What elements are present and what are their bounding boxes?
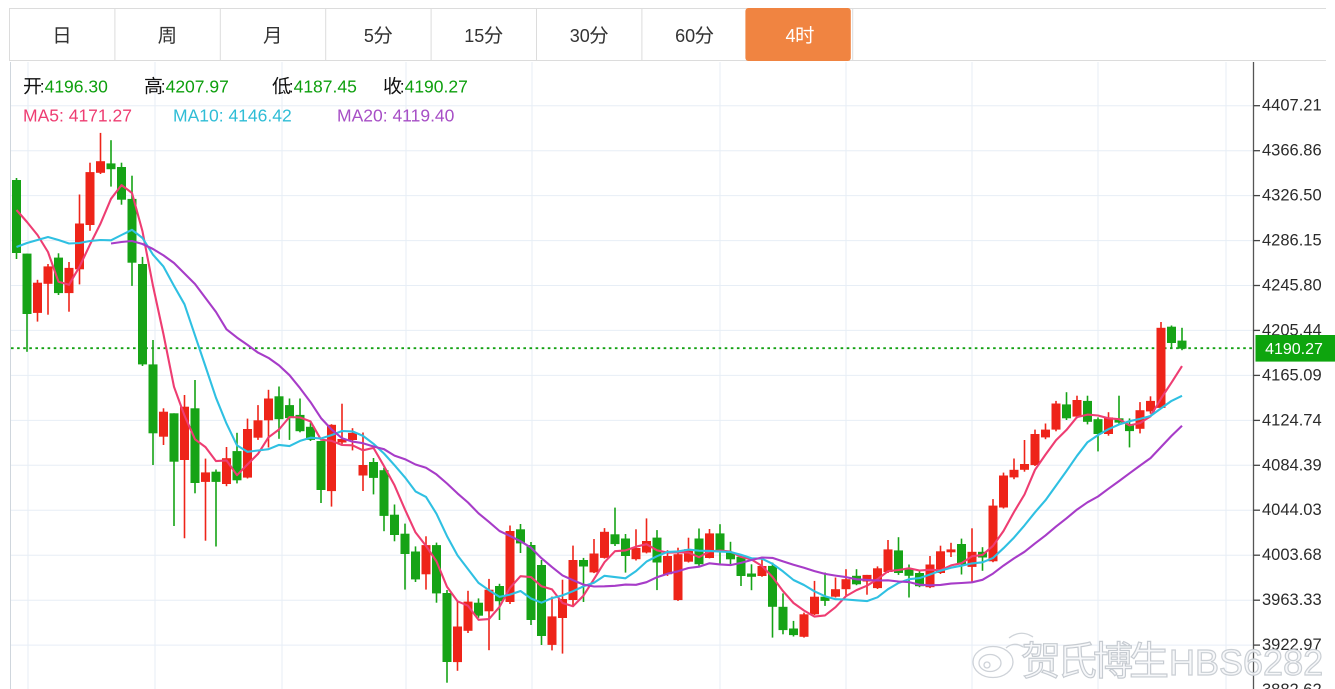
- svg-text:MA20: 4119.40: MA20: 4119.40: [337, 105, 455, 125]
- svg-text:MA10: 4146.42: MA10: 4146.42: [173, 105, 292, 125]
- svg-text:4326.50: 4326.50: [1262, 187, 1322, 205]
- svg-text:4196.30: 4196.30: [45, 76, 109, 96]
- svg-text:3882.62: 3882.62: [1262, 681, 1322, 689]
- svg-text:4190.27: 4190.27: [405, 76, 468, 96]
- svg-text:4084.39: 4084.39: [1262, 456, 1322, 474]
- svg-text:4190.27: 4190.27: [1265, 341, 1323, 358]
- svg-text:4165.09: 4165.09: [1262, 366, 1322, 384]
- svg-text:4187.45: 4187.45: [294, 76, 357, 96]
- svg-text:4245.80: 4245.80: [1262, 277, 1322, 295]
- svg-text:5: 5: [364, 26, 374, 46]
- svg-text:4407.21: 4407.21: [1262, 97, 1322, 115]
- svg-text:4207.97: 4207.97: [166, 76, 229, 96]
- svg-text:4124.74: 4124.74: [1262, 411, 1322, 429]
- svg-text:60: 60: [675, 26, 695, 46]
- svg-text:30: 30: [570, 26, 590, 46]
- svg-text:15: 15: [464, 26, 484, 46]
- svg-text:4366.86: 4366.86: [1262, 142, 1322, 160]
- svg-text:3922.97: 3922.97: [1262, 636, 1322, 654]
- svg-text::: :: [40, 76, 45, 96]
- svg-text:4: 4: [786, 26, 796, 46]
- svg-text:4286.15: 4286.15: [1262, 232, 1322, 250]
- svg-text:4044.03: 4044.03: [1262, 501, 1322, 519]
- svg-text::: :: [161, 76, 166, 96]
- svg-text:4003.68: 4003.68: [1262, 546, 1322, 564]
- svg-text::: :: [289, 76, 294, 96]
- svg-text:4205.44: 4205.44: [1262, 321, 1322, 339]
- svg-text::: :: [400, 76, 405, 96]
- svg-text:MA5: 4171.27: MA5: 4171.27: [23, 105, 132, 125]
- svg-text:3963.33: 3963.33: [1262, 591, 1322, 609]
- svg-text:HBS6282: HBS6282: [1169, 642, 1323, 683]
